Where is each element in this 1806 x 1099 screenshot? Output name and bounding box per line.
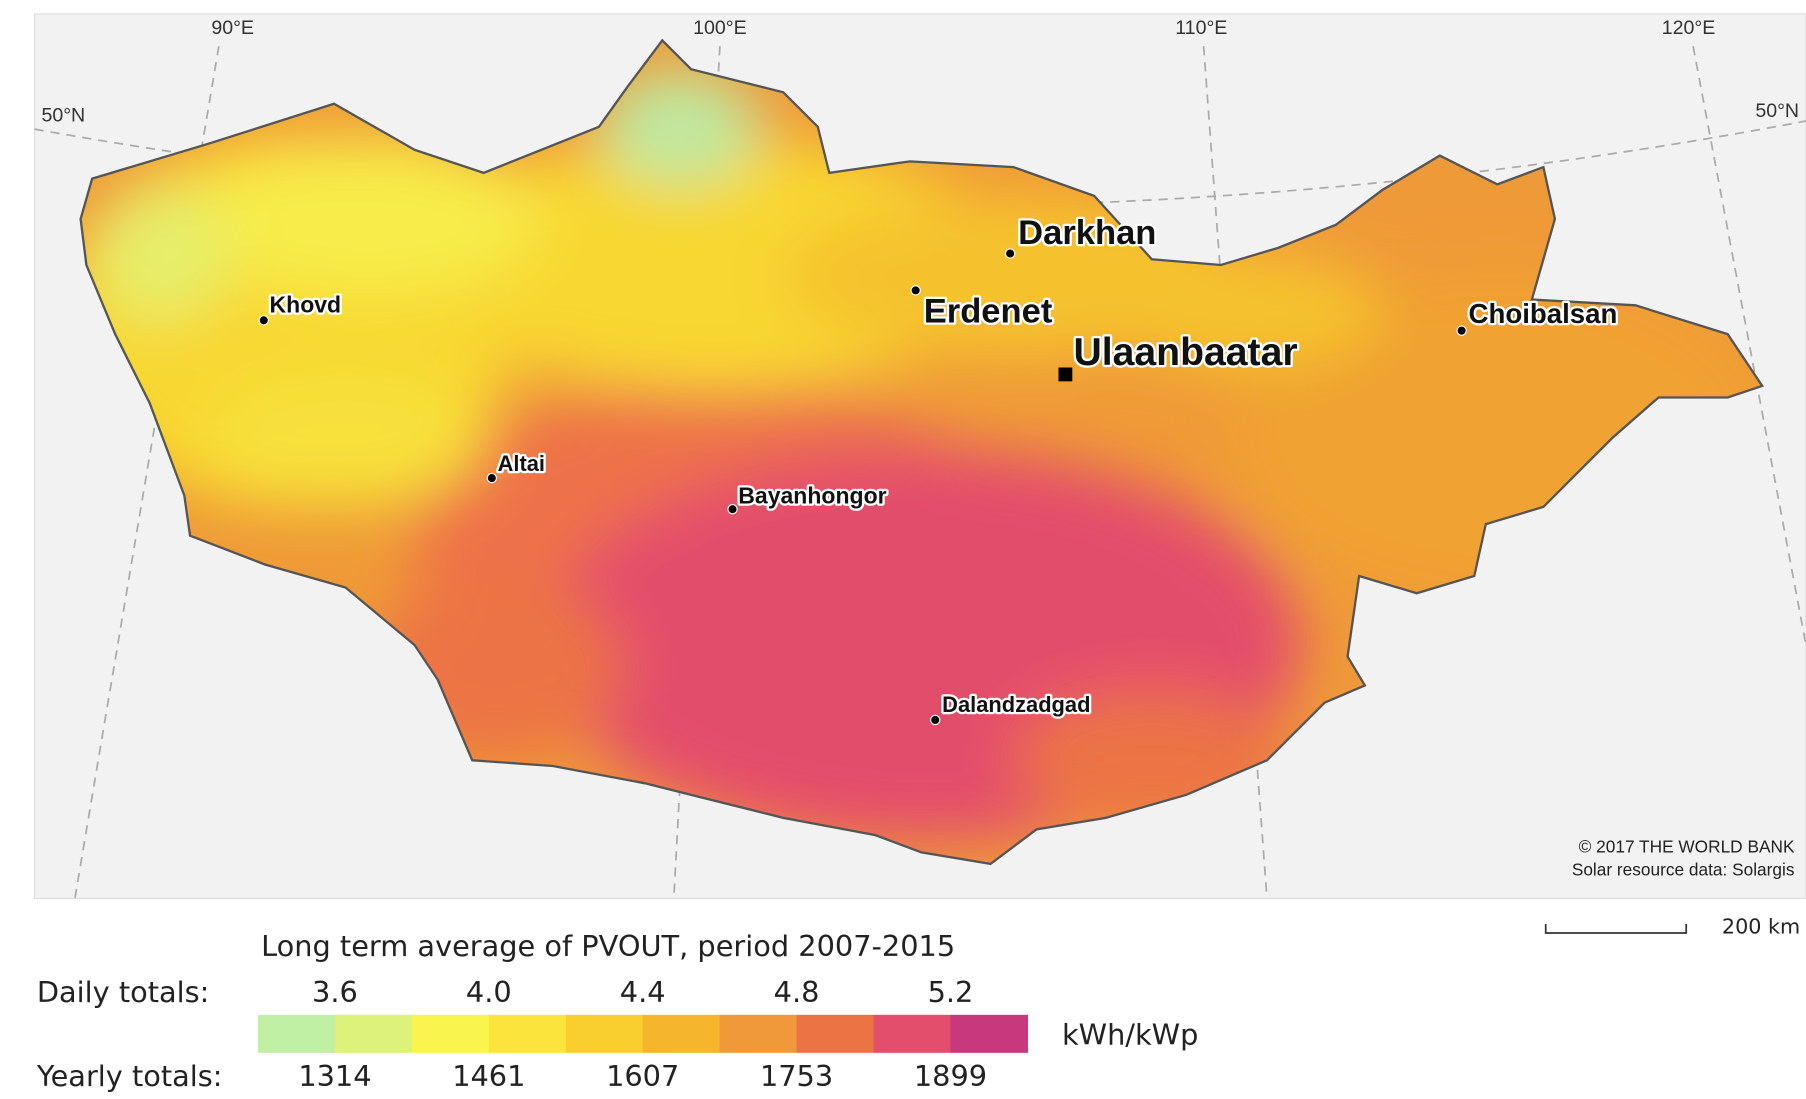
city-label: Dalandzadgad [942,692,1090,717]
legend-swatch [334,1014,413,1053]
city-label: Erdenet [924,293,1053,331]
legend-swatch [642,1014,721,1053]
legend-title: Long term average of PVOUT, period 2007-… [261,929,955,963]
city-marker [1058,367,1073,382]
city-label: Choibalsan [1469,298,1618,329]
longitude-label: 110°E [1175,17,1227,39]
legend-row-label: Yearly totals: [36,1059,223,1093]
daily-value: 3.6 [312,975,358,1009]
city-marker [727,504,738,515]
legend-swatch [950,1014,1028,1053]
daily-value: 5.2 [928,975,974,1009]
legend-swatch [258,1014,336,1053]
legend-swatch [719,1014,798,1053]
legend-swatch [488,1014,567,1053]
scale-bar [1544,923,1688,934]
scale-label: 200 km [1722,914,1800,938]
yearly-value: 1899 [914,1059,987,1093]
longitude-label: 90°E [211,17,254,39]
city-label: Khovd [270,292,342,318]
credit: Solar resource data: Solargis [1572,859,1795,879]
legend-swatch [565,1014,644,1053]
city-marker [258,315,269,326]
legend-row-label: Daily totals: [37,975,209,1009]
latitude-label: 50°N [1755,100,1799,122]
legend-unit: kWh/kWp [1062,1018,1198,1052]
yearly-value: 1461 [452,1059,525,1093]
city-marker [930,714,941,726]
daily-value: 4.4 [620,975,666,1009]
city-label: Altai [498,451,545,476]
legend-swatch [873,1014,952,1053]
daily-value: 4.0 [466,975,512,1009]
legend-swatch [411,1014,490,1053]
city-marker [910,285,921,296]
daily-value: 4.8 [774,975,820,1009]
yearly-value: 1314 [298,1059,371,1093]
city-label: Ulaanbaatar [1073,331,1297,374]
city-label: Bayanhongor [738,483,886,509]
city-marker [486,472,497,484]
yearly-value: 1607 [606,1059,679,1093]
city-marker [1456,325,1467,336]
yearly-value: 1753 [760,1059,833,1093]
longitude-label: 100°E [693,17,747,39]
city-marker [1004,248,1016,259]
legend-swatch [796,1014,875,1053]
credit: © 2017 THE WORLD BANK [1579,836,1795,856]
latitude-label: 50°N [41,105,85,127]
longitude-label: 120°E [1662,17,1716,39]
city-label: Darkhan [1018,214,1156,252]
